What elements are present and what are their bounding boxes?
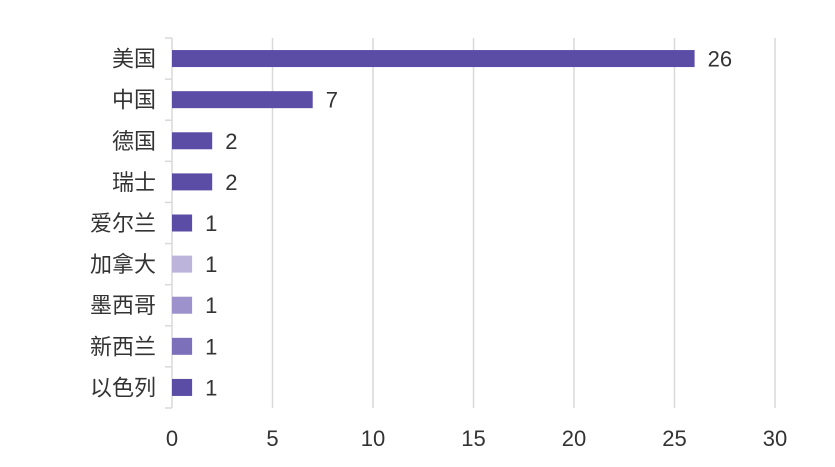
data-label-6: 1 <box>205 293 217 318</box>
bar-8 <box>172 378 193 396</box>
data-label-7: 1 <box>205 334 217 359</box>
data-label-2: 2 <box>225 129 237 154</box>
category-axis <box>165 37 173 409</box>
gridlines <box>271 38 776 408</box>
category-label-3: 瑞士 <box>112 170 156 195</box>
bar-1 <box>172 91 313 109</box>
category-label-8: 以色列 <box>90 375 156 400</box>
x-tick-label-25: 25 <box>662 426 686 451</box>
category-label-1: 中国 <box>112 88 156 113</box>
data-label-1: 7 <box>326 88 338 113</box>
category-label-5: 加拿大 <box>90 252 156 277</box>
data-label-3: 2 <box>225 170 237 195</box>
bar-6 <box>172 296 193 314</box>
data-label-4: 1 <box>205 211 217 236</box>
x-tick-labels: 0 5 10 15 20 25 30 <box>166 426 787 451</box>
x-tick-label-20: 20 <box>562 426 586 451</box>
data-label-5: 1 <box>205 252 217 277</box>
category-label-0: 美国 <box>112 47 156 72</box>
x-tick-label-15: 15 <box>461 426 485 451</box>
category-label-6: 墨西哥 <box>90 293 156 318</box>
bar-0 <box>172 50 695 68</box>
bar-3 <box>172 173 213 191</box>
x-tick-label-30: 30 <box>763 426 787 451</box>
bar-7 <box>172 337 193 355</box>
bars <box>172 50 695 396</box>
data-label-0: 26 <box>708 47 732 72</box>
category-label-7: 新西兰 <box>90 334 156 359</box>
bar-2 <box>172 132 213 150</box>
bar-4 <box>172 214 193 232</box>
x-tick-label-0: 0 <box>166 426 178 451</box>
data-label-8: 1 <box>205 375 217 400</box>
category-label-2: 德国 <box>112 129 156 154</box>
bar-5 <box>172 255 193 273</box>
category-label-4: 爱尔兰 <box>90 211 156 236</box>
x-tick-label-10: 10 <box>361 426 385 451</box>
x-tick-label-5: 5 <box>266 426 278 451</box>
